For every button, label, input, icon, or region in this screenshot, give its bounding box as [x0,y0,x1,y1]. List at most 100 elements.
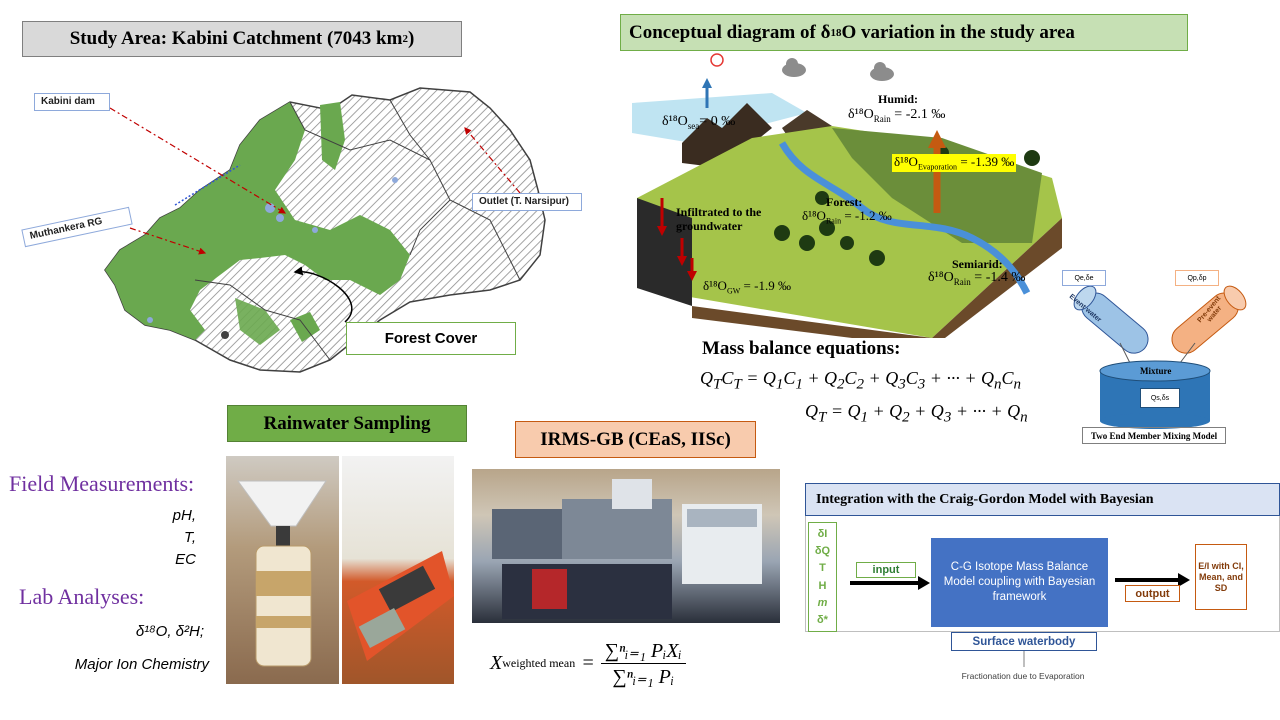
field-t: T, [184,529,196,546]
cg-input-label: input [856,562,916,578]
label-semiarid: δ¹⁸ORain = -1.4 ‰ [928,270,1025,287]
water-body-4 [392,177,398,183]
catchment-map [104,87,546,373]
forest-val: = -1.2 ‰ [841,208,892,223]
water-body-5 [147,317,153,323]
sub-boundary-3 [409,199,451,256]
cg-output-label: output [1125,585,1180,602]
water-body-6 [221,331,229,339]
kabini-dam-label: Kabini dam [41,96,95,107]
formula-numerator: ∑ⁿᵢ₌₁ PᵢXᵢ [600,638,686,664]
mass-balance-heading: Mass balance equations: [702,338,901,359]
conceptual-title-end: O variation in the study area [841,21,1075,43]
cg-result-text: E/I with CI, Mean, and SD [1198,560,1244,593]
cg-input-m: m [817,596,828,609]
tree-3 [819,220,835,236]
irms-photo [472,469,780,623]
formula-sub: weighted mean [502,655,576,670]
mixture-bottom [1100,413,1210,429]
outlet-label: Outlet (T. Narsipur) [479,196,570,207]
callout-arrows [109,107,521,323]
rainwater-title: Rainwater Sampling [227,405,467,442]
field-heading: Field Measurements: [9,471,195,496]
mixture-q-text: Qs,δs [1150,394,1170,402]
mixing-caption-text: Two End Member Mixing Model [1090,430,1218,441]
conceptual-title: Conceptual diagram of δ 18 O variation in … [620,14,1188,51]
cg-surface-text: Surface waterbody [972,635,1076,648]
rainwater-title-text: Rainwater Sampling [263,412,431,434]
output-label-text: output [1135,587,1170,600]
callout-outlet: Outlet (T. Narsipur) [472,193,582,211]
mass-balance-eq2: QT = Q1 + Q2 + Q3 + ··· + Qn [805,401,1028,426]
study-area-title: Study Area: Kabini Catchment (7043 km 2) [22,21,462,57]
irms-title-text: IRMS-GB (CEaS, IISc) [540,428,731,450]
mixing-model-diagram [1073,285,1247,429]
pre-event-water-cylinder [1171,285,1247,354]
mixing-q-left: Qe,δe [1062,270,1106,286]
irms-instrument-icon [492,479,762,619]
label-humid-title: Humid: [878,92,919,106]
label-humid: δ¹⁸ORain = -2.1 ‰ [848,107,945,124]
cloud-icon-2 [870,62,894,81]
river-dotted [174,164,241,206]
weighing-scale-photo [342,456,454,684]
label-semiarid-title: Semiarid: [952,257,1003,271]
lab-ions: Major Ion Chemistry [74,656,209,673]
semiarid-val: = -1.4 ‰ [970,270,1026,285]
field-ph: pH, [172,507,196,524]
arrow-forest [293,266,353,323]
sea-val: = 0 ‰ [699,114,736,129]
evap-arrowhead [928,130,946,148]
mixing-caption: Two End Member Mixing Model [1082,427,1226,444]
forest-cover-label: Forest Cover [384,330,478,347]
cg-input-t: T [819,562,826,575]
conceptual-title-text: Conceptual diagram of δ [629,21,831,43]
cg-input-di: δI [817,527,828,540]
sun-icon [710,53,724,67]
sub-boundary-1 [289,101,521,281]
mass-balance-eq1: QTCT = Q1C1 + Q2C2 + Q3C3 + ··· + QnCn [700,368,1022,393]
label-forest-title: Forest: [826,195,863,209]
input-arrowhead [918,576,930,590]
sea-arrowhead [702,78,712,88]
label-forest: δ¹⁸ORain = -1.2 ‰ [802,208,892,226]
evap-sub: Evaporation [917,162,958,172]
mixing-q-right: Qp,δp [1175,270,1219,286]
formula-equals: = [581,651,595,674]
study-area-title-end: ) [407,28,415,49]
gw-arrowhead-3 [687,271,697,281]
forest-d18o: δ¹⁸O [802,208,826,223]
humid-d18o: δ¹⁸O [848,107,874,122]
label-evaporation: δ¹⁸OEvaporation = -1.39 ‰ [892,154,1017,172]
forest-cover-area [105,102,410,340]
conceptual-title-sup: 18 [830,26,842,39]
cg-title-text: Integration with the Craig-Gordon Model … [816,491,1154,507]
gw-sub: GW [726,286,741,296]
mixture-label: Mixture [1140,366,1172,376]
gw-d18o: δ¹⁸O [703,278,727,293]
input-label-text: input [872,564,900,576]
gw-arrowhead-1 [657,226,667,236]
tree-5 [869,250,885,266]
cg-model-box: C-G Isotope Mass Balance Model coupling … [931,538,1108,627]
tree-4 [840,236,854,250]
conceptual-diagram [632,53,1062,338]
mountain-left [682,103,772,168]
formula-lhs: X [490,651,503,674]
cg-input-dstar: δ* [817,614,828,627]
forest-cover-box: Forest Cover [346,322,516,355]
gw-arrowhead-2 [677,256,687,266]
rain-sampler-photo [226,456,339,684]
sub-boundary-4 [194,279,331,361]
q-left-text: Qe,δe [1074,274,1094,282]
label-sea: δ¹⁸Osea= 0 ‰ [662,114,735,131]
mixture-top [1099,360,1211,382]
mix-arrow-left [1119,342,1131,364]
water-body-3 [312,227,318,233]
cg-fractionation: Fractionation due to Evaporation [961,671,1085,681]
cg-surface-box: Surface waterbody [951,632,1097,651]
cg-arrows [850,573,1190,590]
cg-input-h: H [818,579,827,592]
cg-title: Integration with the Craig-Gordon Model … [805,483,1280,516]
